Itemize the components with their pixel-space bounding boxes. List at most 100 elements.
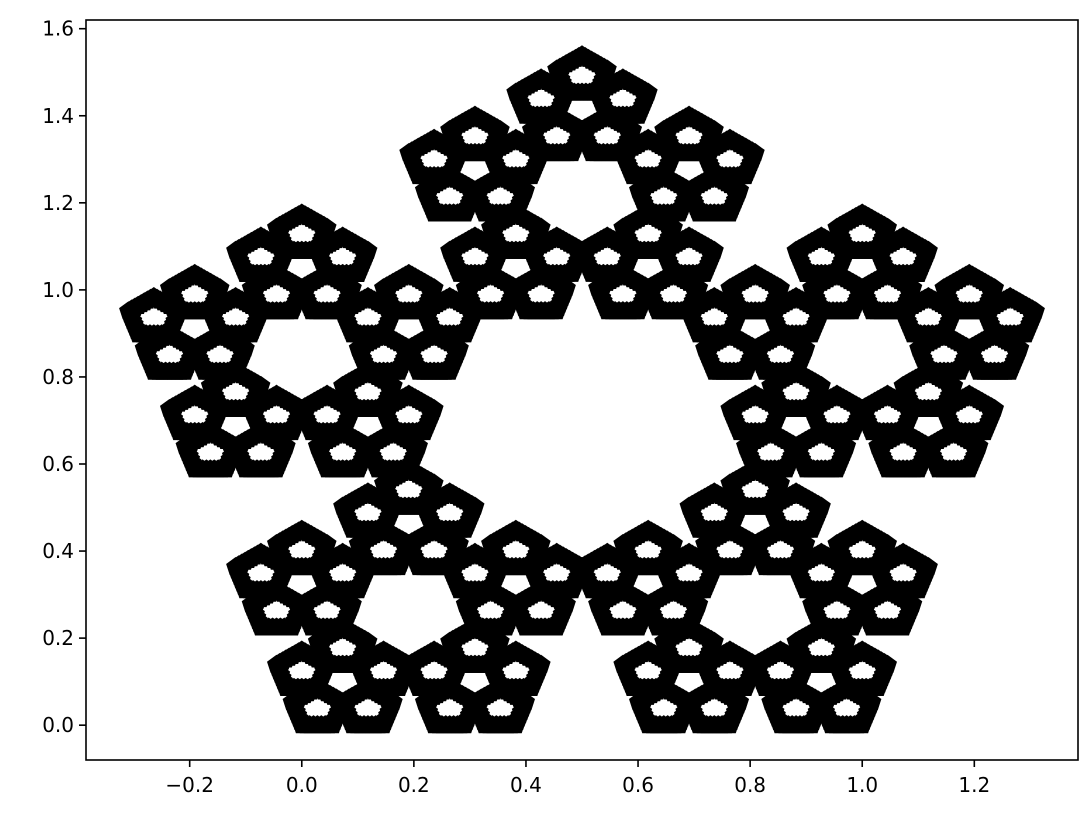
y-tick-label: 0.0 [42, 713, 74, 737]
data-point [703, 358, 723, 377]
data-point [596, 614, 616, 633]
data-point [489, 162, 509, 181]
data-point [514, 297, 534, 316]
data-point [250, 418, 270, 437]
data-point [687, 200, 707, 219]
fractal-unit-79 [440, 226, 510, 282]
fractal-unit-104 [159, 384, 230, 441]
data-point [687, 516, 707, 535]
data-point [183, 456, 203, 475]
data-point [810, 614, 830, 633]
data-point [407, 553, 427, 572]
data-point [341, 711, 361, 730]
data-point [810, 418, 830, 437]
data-point [300, 297, 320, 316]
fractal-unit-59 [852, 384, 923, 441]
data-point [464, 614, 484, 633]
data-point [876, 260, 896, 279]
fractal-unit-42 [761, 482, 831, 538]
data-point [637, 711, 657, 730]
data-point [753, 553, 773, 572]
data-point [423, 516, 443, 535]
data-point [942, 418, 962, 437]
y-axis: 0.0 0.2 0.4 0.6 0.8 1.0 1.2 1.4 1.6 [42, 17, 86, 737]
data-point [234, 576, 254, 595]
fractal-unit-26 [679, 677, 750, 734]
data-point [366, 456, 386, 475]
data-point [382, 418, 402, 437]
data-point [423, 320, 443, 340]
data-point [580, 139, 600, 158]
fractal-unit-119 [226, 226, 296, 282]
data-point [596, 102, 616, 121]
data-point [769, 320, 789, 340]
data-point [646, 297, 666, 316]
data-point [637, 200, 657, 219]
data-point [744, 456, 764, 475]
data-point [290, 711, 310, 730]
y-tick-label: 1.2 [42, 191, 74, 215]
fractal-unit-19 [333, 482, 403, 538]
fractal-unit-84 [572, 226, 643, 282]
x-tick-label: 1.0 [846, 773, 878, 797]
fractal-unit-94 [506, 68, 576, 124]
data-point [876, 456, 896, 475]
fractal-unit-54 [720, 384, 790, 441]
fractal-unit-97 [481, 128, 551, 185]
data-point [968, 358, 988, 377]
y-tick-label: 0.8 [42, 365, 74, 389]
y-tick-label: 0.6 [42, 452, 74, 476]
data-point [514, 102, 534, 121]
y-tick-label: 0.2 [42, 626, 74, 650]
data-point [209, 320, 229, 340]
data-point [753, 358, 773, 377]
y-tick-label: 1.6 [42, 17, 74, 41]
data-point [275, 674, 295, 693]
data-point [473, 711, 493, 730]
fractal-unit-86 [679, 166, 750, 222]
fractal-unit-107 [374, 384, 444, 441]
data-point [530, 260, 550, 279]
y-tick-label: 1.0 [42, 278, 74, 302]
data-point [621, 674, 641, 693]
data-point [662, 576, 682, 595]
data-point [407, 674, 427, 693]
fractal-unit-124 [119, 286, 189, 343]
data-point [820, 711, 840, 730]
x-tick-label: 1.2 [958, 773, 990, 797]
fractal-unit-96 [465, 166, 536, 222]
data-point [234, 260, 254, 279]
data-point [514, 614, 534, 633]
y-tick-label: 0.4 [42, 539, 74, 563]
data-point [580, 260, 600, 279]
data-point [927, 456, 947, 475]
fractal-unit-21 [292, 580, 362, 636]
data-point [983, 320, 1003, 340]
y-tick-label: 1.4 [42, 104, 74, 128]
data-point [901, 320, 921, 340]
data-point [234, 456, 254, 475]
fractal-unit-29 [613, 640, 683, 696]
data-point [316, 456, 336, 475]
data-point [860, 614, 881, 633]
fractal-unit-89 [613, 128, 683, 185]
data-point [300, 614, 320, 633]
x-tick-label: 0.6 [622, 773, 654, 797]
data-point [687, 320, 707, 340]
data-point [728, 418, 748, 437]
data-point [316, 576, 336, 595]
fractal-unit-117 [307, 226, 378, 282]
data-point [357, 358, 377, 377]
data-point [250, 614, 270, 633]
data-point [448, 576, 468, 595]
fractal-unit-76 [506, 263, 576, 320]
plot-area [119, 45, 1045, 734]
x-tick-label: 0.4 [510, 773, 542, 797]
data-point [769, 711, 789, 730]
data-point [300, 418, 320, 437]
x-tick-label: 0.8 [734, 773, 766, 797]
fractal-unit-99 [399, 128, 469, 185]
data-point [794, 576, 814, 595]
fractal-unit-34 [745, 640, 816, 696]
